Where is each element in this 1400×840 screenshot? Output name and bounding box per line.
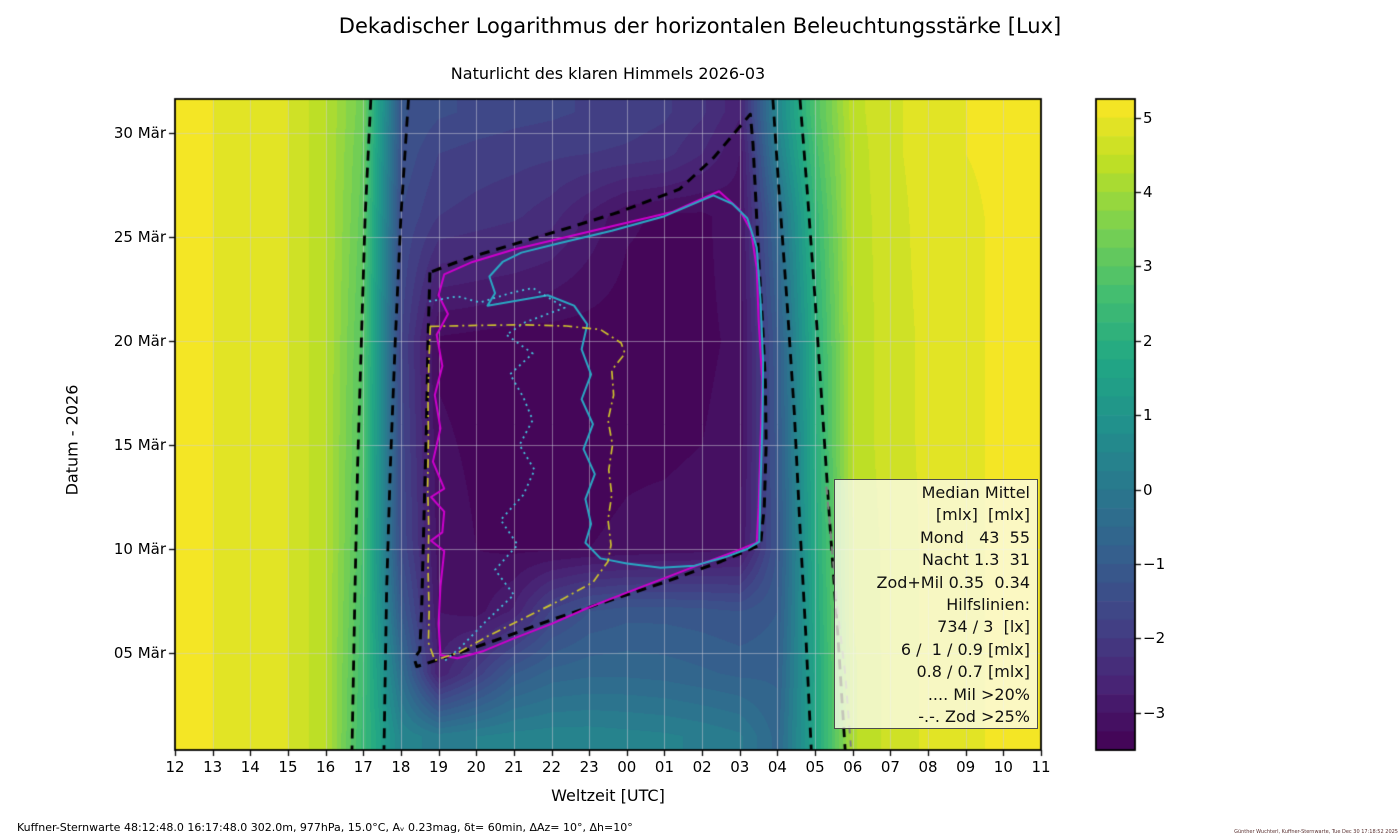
legend-line-0: Median Mittel <box>921 483 1030 502</box>
x-tick-07: 07 <box>880 758 900 776</box>
colorbar-tick-4: 4 <box>1143 183 1153 201</box>
legend-line-6: 734 / 3 [lx] <box>937 617 1030 637</box>
x-tick-14: 14 <box>240 758 260 776</box>
x-tick-05: 05 <box>805 758 825 776</box>
x-tick-17: 17 <box>353 758 373 776</box>
colorbar-tick-2: 2 <box>1143 331 1153 350</box>
y-tick-20: 20 Mär <box>113 332 166 350</box>
x-tick-22: 22 <box>541 758 562 776</box>
figure-title: Dekadischer Logarithmus der horizontalen… <box>338 14 1062 38</box>
colorbar-tick-−2: −2 <box>1143 629 1166 648</box>
x-tick-20: 20 <box>466 758 486 776</box>
legend-line-8: 0.8 / 0.7 [mlx] <box>916 662 1030 682</box>
x-tick-08: 08 <box>918 758 938 776</box>
y-tick-30: 30 Mär <box>113 124 166 142</box>
x-tick-21: 21 <box>504 758 524 776</box>
colorbar-tick-−3: −3 <box>1143 703 1166 722</box>
colorbar-tick-3: 3 <box>1143 257 1153 276</box>
x-tick-00: 00 <box>617 758 637 776</box>
legend-box: Median Mittel [mlx] [mlx] Mond 43 55 Nacht … <box>834 479 1038 729</box>
x-tick-15: 15 <box>278 758 298 776</box>
x-tick-01: 01 <box>654 758 675 776</box>
legend-line-10: -.-. Zod >25% <box>918 707 1030 727</box>
legend-line-2: Mond 43 55 <box>919 527 1030 547</box>
legend-line-1: [mlx] [mlx] <box>935 505 1030 525</box>
y-tick-25: 25 Mär <box>113 228 166 246</box>
legend-line-7: 6 / 1 / 0.9 [mlx] <box>900 639 1030 659</box>
colorbar-tick-−1: −1 <box>1143 555 1166 573</box>
x-tick-06: 06 <box>843 758 863 776</box>
station-info-text: Kuffner-Sternwarte 48:12:48.0 16:17:48.0… <box>17 821 633 834</box>
x-tick-03: 03 <box>730 758 750 776</box>
signature-text: Günther Wuchterl, Kuffner-Sternwarte, Tu… <box>1234 829 1398 835</box>
x-tick-23: 23 <box>579 758 599 776</box>
y-tick-5: 05 Mär <box>113 644 166 662</box>
x-tick-02: 02 <box>692 758 712 776</box>
colorbar-tick-1: 1 <box>1143 406 1153 425</box>
x-axis-label: Weltzeit [UTC] <box>551 786 665 805</box>
legend-line-5: Hilfslinien: <box>946 595 1030 615</box>
y-tick-10: 10 Mär <box>113 540 166 558</box>
x-tick-04: 04 <box>767 758 787 776</box>
x-tick-16: 16 <box>316 758 336 776</box>
legend-line-3: Nacht 1.3 31 <box>921 550 1030 570</box>
x-tick-12: 12 <box>165 758 185 776</box>
plot-subtitle: Naturlicht des klaren Himmels 2026-03 <box>450 64 766 83</box>
x-tick-10: 10 <box>993 758 1013 776</box>
x-tick-19: 19 <box>429 758 449 776</box>
x-tick-18: 18 <box>391 758 411 776</box>
legend-line-9: .... Mil >20% <box>927 684 1030 704</box>
x-tick-11: 11 <box>1031 758 1051 776</box>
y-tick-15: 15 Mär <box>113 436 166 454</box>
colorbar-tick-5: 5 <box>1143 108 1153 127</box>
x-tick-09: 09 <box>956 758 976 776</box>
x-tick-13: 13 <box>203 758 223 776</box>
colorbar-tick-0: 0 <box>1143 480 1153 499</box>
legend-line-4: Zod+Mil 0.35 0.34 <box>876 572 1030 592</box>
